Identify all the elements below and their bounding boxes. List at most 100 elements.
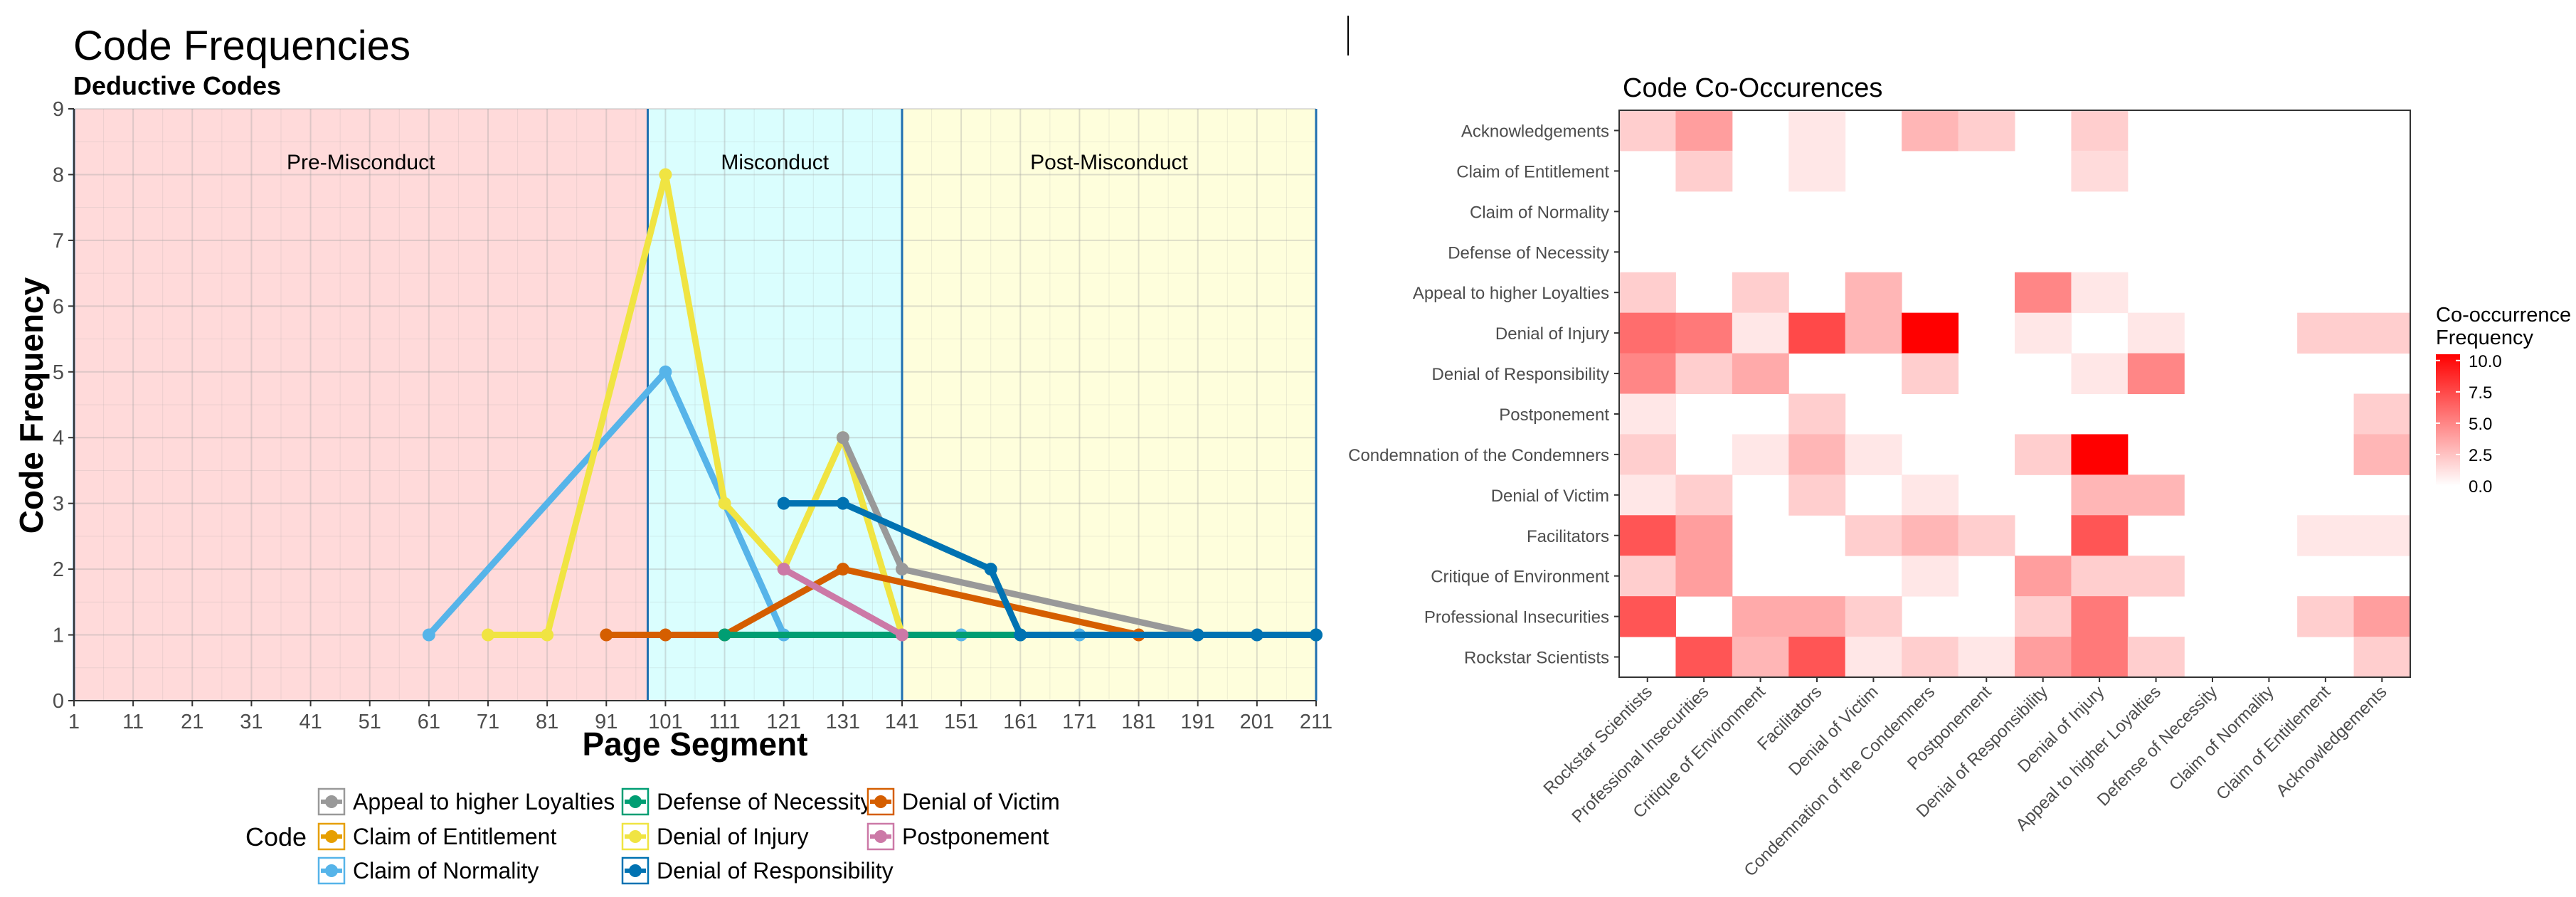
heatmap-cell (1619, 474, 1676, 516)
heatmap-cell (1845, 272, 1902, 314)
y-tick-label: 8 (53, 164, 64, 186)
colorbar-tick-label: 5.0 (2469, 415, 2492, 434)
heatmap-cell (2353, 515, 2411, 556)
heatmap-cell (2015, 596, 2072, 637)
heatmap-cell (1845, 434, 1902, 475)
x-tick-label: 141 (885, 711, 919, 733)
heatmap-cell (2071, 637, 2129, 678)
heatmap-y-labels: Acknowledgements Claim of Entitlement Clai… (1348, 122, 1619, 668)
legend-label: Defense of Necessity (657, 789, 871, 814)
heatmap-cell (1732, 272, 1789, 314)
series-lines (422, 168, 1323, 642)
x-tick-label: 191 (1181, 711, 1215, 733)
heatmap-cell (2353, 596, 2411, 637)
heatmap-cell (1958, 110, 2015, 152)
heatmap-cell (2071, 596, 2129, 637)
data-point-denial-of-injury (541, 628, 554, 642)
heatmap-cell (1902, 637, 1959, 678)
heatmap-y-label: Denial of Responsibility (1432, 365, 1609, 384)
data-point-denial-of-responsibility (1014, 628, 1027, 642)
region-label: Post-Misconduct (1030, 151, 1188, 174)
legend-key-point (325, 795, 338, 808)
heatmap-cell (1732, 434, 1789, 475)
heatmap-cell (1732, 637, 1789, 678)
heatmap-y-label: Postponement (1499, 405, 1609, 425)
colorbar-tick-label: 10.0 (2469, 352, 2502, 371)
heatmap-cell (1675, 637, 1733, 678)
legend-key-point (874, 795, 887, 808)
heatmap-title: Code Co-Occurences (1623, 73, 1882, 103)
x-tick-label: 71 (477, 711, 499, 733)
heatmap-cell (2127, 312, 2185, 354)
heatmap-cell (2297, 312, 2355, 354)
heatmap-y-label: Professional Insecurities (1424, 608, 1609, 627)
heatmap-cell (1675, 110, 1733, 152)
data-point-denial-of-responsibility (1310, 628, 1323, 642)
x-tick-label: 131 (826, 711, 860, 733)
legend-label: Claim of Entitlement (353, 824, 556, 849)
heatmap-cell (2071, 515, 2129, 556)
colorbar-tick-label: 7.5 (2469, 383, 2492, 403)
heatmap-cell (2071, 556, 2129, 597)
data-point-denial-of-responsibility (984, 563, 997, 576)
heatmap-cell (1675, 556, 1733, 597)
heatmap-y-label: Rockstar Scientists (1464, 649, 1609, 668)
heatmap-cell (1788, 434, 1846, 475)
colorbar-title-line2: Frequency (2436, 327, 2534, 349)
heatmap-cell (2015, 272, 2072, 314)
legend-item-defense-of-necessity: Defense of Necessity (621, 787, 871, 816)
heatmap-y-label: Denial of Victim (1491, 487, 1609, 506)
heatmap-cell (2071, 150, 2129, 192)
heatmap-cell (1619, 312, 1676, 354)
legend-item-claim-of-entitlement: Claim of Entitlement (317, 822, 556, 851)
data-point-claim-of-normality (422, 628, 435, 642)
heatmap-cell (1732, 312, 1789, 354)
legend-label: Denial of Responsibility (657, 858, 894, 883)
heatmap-cell (1619, 596, 1676, 637)
heatmap-x-label: Claim of Normality (2166, 682, 2278, 795)
heatmap-frame (1618, 110, 2411, 678)
heatmap-y-label: Claim of Normality (1470, 203, 1609, 222)
legend-key-point (629, 795, 642, 808)
heatmap-cell (1788, 393, 1846, 435)
x-tick-label: 91 (595, 711, 618, 733)
data-point-postponement (896, 628, 908, 642)
data-point-claim-of-normality (659, 365, 672, 378)
heatmap-cell (2071, 474, 2129, 516)
heatmap-border (1618, 110, 2411, 678)
x-tick-label: 181 (1121, 711, 1155, 733)
legend-label: Claim of Normality (353, 858, 539, 883)
heatmap-cell (1902, 556, 1959, 597)
heatmap-cell (2015, 312, 2072, 354)
heatmap-y-label: Facilitators (1527, 527, 1609, 546)
heatmap-cell (1619, 110, 1676, 152)
region-labels: Pre-Misconduct Misconduct Post-Misconduct (287, 151, 1188, 174)
data-point-denial-of-responsibility (1250, 628, 1263, 642)
legend-key-point (629, 830, 642, 843)
chart-subtitle: Deductive Codes (73, 71, 281, 100)
colorbar-bar (2436, 354, 2460, 486)
region-post-misconduct (902, 109, 1316, 701)
y-tick-label: 3 (53, 493, 64, 516)
region-misconduct (647, 109, 902, 701)
heatmap-cell (1902, 515, 1959, 556)
heatmap-cell (2127, 353, 2185, 394)
legend-key-point (325, 830, 338, 843)
heatmap-cell (1675, 474, 1733, 516)
heatmap-y-label: Denial of Injury (1495, 324, 1609, 344)
data-point-defense-of-necessity (718, 628, 731, 642)
heatmap-cell (2353, 393, 2411, 435)
heatmap-cell (2015, 434, 2072, 475)
colorbar-title-line1: Co-occurrence (2436, 304, 2571, 327)
colorbar-tick-label: 0.0 (2469, 477, 2492, 497)
x-tick-label: 51 (359, 711, 381, 733)
legend-key-point (874, 830, 887, 843)
colorbar-tick-label: 2.5 (2469, 446, 2492, 465)
colorbar: 10.0 7.5 5.0 2.5 0.0 (2436, 352, 2502, 497)
heatmap-cell (2071, 434, 2129, 475)
heatmap-cell (1619, 272, 1676, 314)
legend-title: Code (245, 822, 307, 851)
y-tick-label: 1 (53, 625, 64, 647)
